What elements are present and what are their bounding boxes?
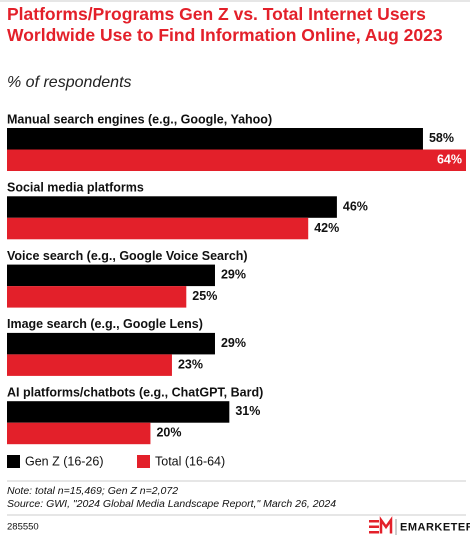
- brand-logo: [369, 516, 397, 535]
- legend-label: Gen Z (16-26): [25, 454, 104, 468]
- bar: [7, 196, 337, 218]
- legend-label: Total (16-64): [155, 454, 225, 468]
- category-label: Image search (e.g., Google Lens): [7, 317, 203, 331]
- legend-swatch: [7, 455, 20, 468]
- chart-title: Platforms/Programs Gen Z vs. Total Inter…: [7, 4, 443, 45]
- bar: [7, 149, 466, 171]
- value-label: 42%: [314, 221, 339, 235]
- value-label: 31%: [235, 404, 260, 418]
- legend-swatch: [137, 455, 150, 468]
- value-label: 29%: [221, 336, 246, 350]
- value-label: 64%: [437, 153, 462, 167]
- value-label: 58%: [429, 131, 454, 145]
- value-label: 25%: [192, 289, 217, 303]
- chart-subtitle: % of respondents: [7, 74, 132, 91]
- category-label: Voice search (e.g., Google Voice Search): [7, 249, 248, 263]
- note: Note: total n=15,469; Gen Z n=2,072: [7, 485, 178, 497]
- bar: [7, 354, 172, 376]
- bar: [7, 286, 187, 308]
- bar: [7, 217, 309, 240]
- category-label: Manual search engines (e.g., Google, Yah…: [7, 112, 272, 126]
- bar: [7, 401, 230, 423]
- bar: [7, 332, 215, 355]
- bar: [7, 422, 151, 445]
- brand: EMARKETER: [400, 521, 470, 533]
- chart-id: 285550: [7, 522, 39, 533]
- category-label: Social media platforms: [7, 181, 144, 195]
- value-label: 29%: [221, 268, 246, 282]
- source: Source: GWI, "2024 Global Media Landscap…: [7, 498, 336, 510]
- bar: [7, 128, 423, 150]
- category-label: AI platforms/chatbots (e.g., ChatGPT, Ba…: [7, 385, 263, 399]
- value-label: 46%: [343, 199, 368, 213]
- value-label: 20%: [156, 426, 181, 440]
- value-label: 23%: [178, 357, 203, 371]
- bar: [7, 264, 215, 287]
